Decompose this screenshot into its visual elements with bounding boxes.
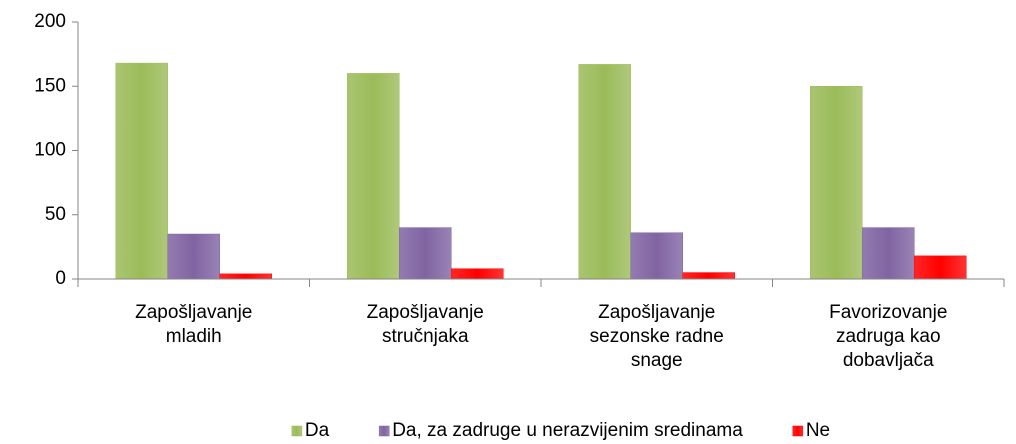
y-tick-label: 50 bbox=[45, 204, 66, 225]
bar bbox=[578, 64, 631, 280]
legend-marker bbox=[378, 425, 390, 437]
x-tick-label: Zapošljavanje stručnjaka bbox=[367, 302, 484, 347]
bar bbox=[115, 62, 168, 280]
legend-label: Da bbox=[305, 420, 330, 441]
bar bbox=[862, 227, 915, 280]
bar bbox=[630, 232, 683, 280]
y-tick-label: 150 bbox=[34, 75, 66, 96]
bar bbox=[399, 227, 452, 280]
bar bbox=[347, 73, 400, 280]
bar bbox=[219, 273, 272, 280]
x-tick-label: Favorizovanje zadruga kao dobavljača bbox=[829, 302, 947, 371]
bar bbox=[167, 233, 220, 280]
bar bbox=[682, 272, 735, 280]
legend-marker bbox=[792, 425, 804, 437]
x-tick-label: Zapošljavanje mladih bbox=[135, 302, 252, 347]
y-tick-label: 100 bbox=[34, 140, 66, 161]
legend-label: Ne bbox=[806, 420, 830, 441]
bar bbox=[914, 255, 967, 280]
y-tick-label: 0 bbox=[55, 268, 66, 289]
legend-label: Da, za zadruge u nerazvijenim sredinama bbox=[392, 420, 743, 441]
bar bbox=[810, 86, 863, 280]
x-tick-label: Zapošljavanje sezonske radne snage bbox=[590, 302, 724, 371]
bar bbox=[451, 268, 504, 280]
y-tick-label: 200 bbox=[34, 11, 66, 32]
legend-marker bbox=[291, 425, 303, 437]
